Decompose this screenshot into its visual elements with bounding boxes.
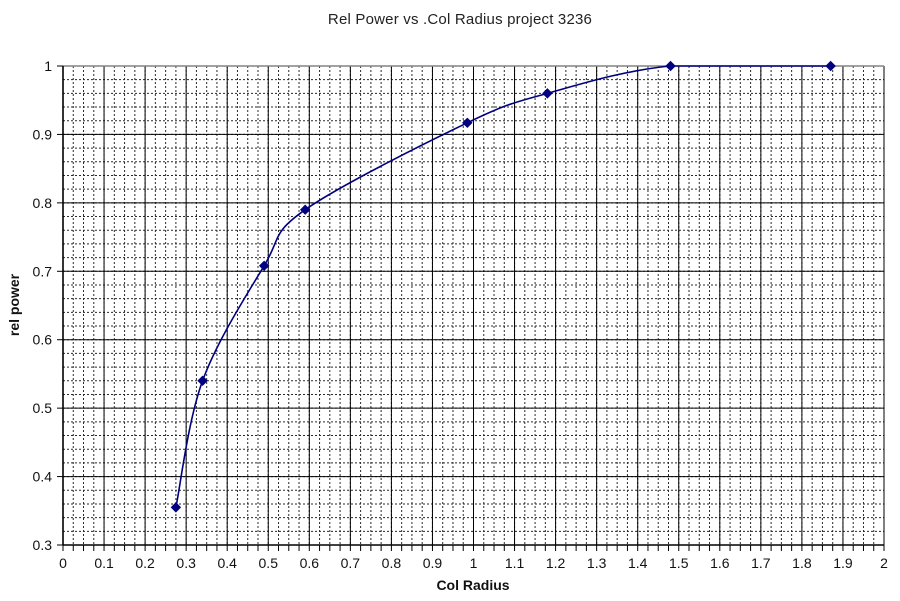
data-point-marker [170, 502, 182, 513]
x-tick-label: 1 [470, 555, 478, 571]
y-tick-label: 1 [44, 58, 52, 74]
x-tick-label: 1.3 [587, 555, 607, 571]
x-tick-label: 1.6 [710, 555, 730, 571]
x-tick-label: 0.2 [135, 555, 155, 571]
x-tick-label: 0.3 [176, 555, 196, 571]
x-tick-label: 2 [880, 555, 888, 571]
x-tick-label: 0.5 [259, 555, 279, 571]
data-point-marker [665, 60, 676, 72]
y-tick-label: 0.4 [33, 469, 53, 485]
x-tick-label: 0.9 [423, 555, 443, 571]
data-point-marker [542, 88, 553, 99]
x-tick-label: 0 [59, 555, 67, 571]
y-tick-label: 0.8 [33, 195, 53, 211]
data-point-marker [825, 60, 836, 72]
x-tick-label: 1.9 [833, 555, 853, 571]
x-tick-label: 1.2 [546, 555, 566, 571]
chart-title: Rel Power vs .Col Radius project 3236 [327, 11, 593, 28]
y-tick-label: 0.7 [33, 263, 53, 279]
x-tick-label: 1.1 [505, 555, 525, 571]
y-tick-label: 0.6 [33, 332, 53, 348]
y-tick-label: 0.3 [33, 537, 53, 553]
x-tick-label: 0.7 [341, 555, 361, 571]
x-tick-label: 1.4 [628, 555, 648, 571]
y-tick-label: 0.5 [33, 400, 53, 416]
x-tick-label: 0.6 [300, 555, 320, 571]
x-tick-label: 1.7 [751, 555, 771, 571]
x-tick-label: 1.8 [792, 555, 812, 571]
data-point-marker [299, 204, 311, 215]
data-point-marker [462, 117, 473, 129]
data-point-marker [197, 375, 208, 386]
y-axis-label: rel power [6, 273, 22, 337]
y-tick-label: 0.9 [33, 126, 53, 142]
x-tick-label: 1.5 [669, 555, 689, 571]
x-tick-label: 0.1 [94, 555, 114, 571]
data-point-marker [258, 260, 270, 272]
series-line [175, 65, 831, 508]
x-axis-label: Col Radius [436, 577, 510, 593]
x-tick-label: 0.8 [382, 555, 402, 571]
x-tick-label: 0.4 [217, 555, 237, 571]
